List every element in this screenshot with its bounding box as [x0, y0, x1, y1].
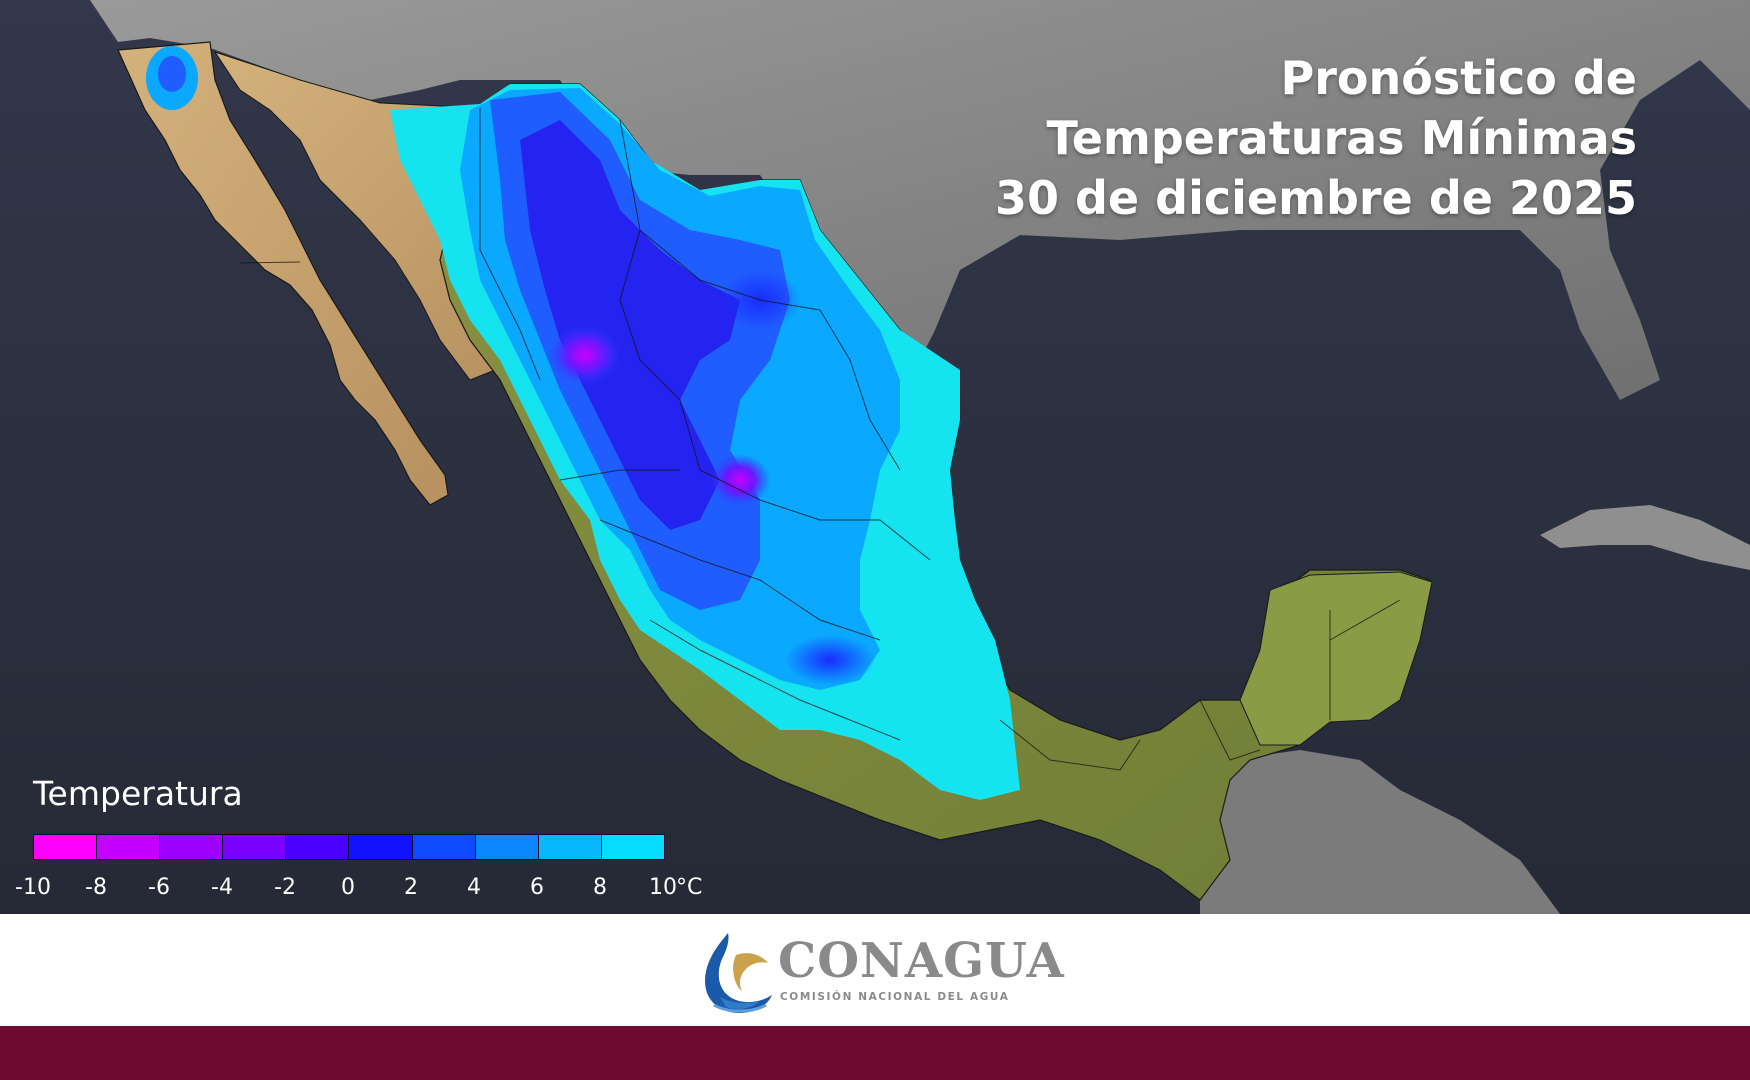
baja-california — [117, 41, 449, 506]
yucatan-peninsula — [1239, 571, 1433, 746]
cold-spot-zacatecas — [710, 454, 770, 506]
title-line-3: 30 de diciembre de 2025 — [994, 171, 1637, 225]
legend-swatch — [97, 835, 161, 859]
map-title: Pronóstico de Temperaturas Mínimas 30 de… — [995, 48, 1637, 228]
footer-band — [0, 1026, 1750, 1080]
footer — [0, 914, 1750, 1026]
legend-tick-labels: -10 -8 -6 -4 -2 0 2 4 6 8 10 — [0, 875, 760, 905]
usa-landmass — [90, 0, 1750, 400]
legend-tick-label: -4 — [211, 875, 233, 900]
logo-subtitle: COMISIÓN NACIONAL DEL AGUA — [780, 991, 1010, 1003]
legend-title: Temperatura — [33, 774, 243, 813]
legend-swatch — [349, 835, 413, 859]
temperature-map — [0, 0, 1750, 914]
legend-tick-label: 10 — [649, 875, 677, 900]
legend-tick-label: -10 — [15, 875, 51, 900]
legend-swatch — [538, 835, 602, 859]
cuba-island — [1540, 505, 1750, 570]
state-borders — [239, 108, 1401, 771]
legend-tick-label: 2 — [404, 875, 418, 900]
legend-tick-label: 8 — [593, 875, 607, 900]
legend-tick-label: 0 — [341, 875, 355, 900]
legend-tick-label: -2 — [274, 875, 296, 900]
conagua-logo-icon — [705, 933, 772, 1013]
legend-swatch — [601, 835, 664, 859]
legend-swatch — [34, 835, 98, 859]
legend-swatch — [160, 835, 224, 859]
legend-swatch — [223, 835, 287, 859]
cold-spot-central — [785, 635, 875, 685]
legend-swatch — [475, 835, 539, 859]
central-america-landmass — [1200, 750, 1560, 914]
cold-region-core — [520, 120, 740, 530]
logo-name: CONAGUA — [778, 933, 1065, 989]
cold-spot-baja-core — [158, 56, 186, 92]
title-line-2: Temperaturas Mínimas — [1046, 111, 1637, 165]
legend-tick-label: 4 — [467, 875, 481, 900]
title-line-1: Pronóstico de — [1280, 51, 1638, 105]
cold-spot-durango — [549, 325, 621, 385]
legend-color-bar — [33, 834, 665, 860]
legend-tick-label: -6 — [148, 875, 170, 900]
legend-tick-label: -8 — [85, 875, 107, 900]
legend-tick-label: 6 — [530, 875, 544, 900]
legend-swatch — [412, 835, 476, 859]
legend-unit: °C — [676, 875, 703, 900]
legend-swatch — [286, 835, 350, 859]
